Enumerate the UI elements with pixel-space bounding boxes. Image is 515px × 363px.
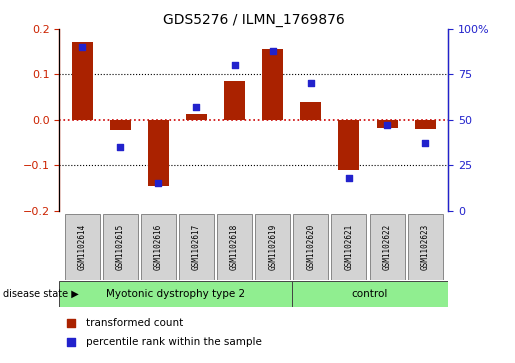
FancyBboxPatch shape [370,214,405,280]
Point [345,175,353,181]
Text: transformed count: transformed count [87,318,184,327]
FancyBboxPatch shape [217,214,252,280]
Bar [72,42,93,120]
Bar [300,102,321,120]
Text: GSM1102619: GSM1102619 [268,224,277,270]
Point [421,140,430,146]
Bar [376,120,398,128]
FancyBboxPatch shape [64,214,99,280]
FancyBboxPatch shape [408,214,443,280]
Text: GSM1102617: GSM1102617 [192,224,201,270]
Point [307,81,315,86]
Text: GSM1102618: GSM1102618 [230,224,239,270]
Bar [262,49,283,120]
Text: GSM1102615: GSM1102615 [116,224,125,270]
FancyBboxPatch shape [255,214,290,280]
Point [116,144,124,150]
Bar [338,120,359,170]
Bar [415,120,436,129]
Text: GSM1102623: GSM1102623 [421,224,430,270]
Text: GSM1102620: GSM1102620 [306,224,315,270]
Bar [186,114,207,120]
Text: GSM1102614: GSM1102614 [78,224,87,270]
Point [269,48,277,54]
FancyBboxPatch shape [141,214,176,280]
Point [154,180,162,186]
Title: GDS5276 / ILMN_1769876: GDS5276 / ILMN_1769876 [163,13,345,26]
Text: percentile rank within the sample: percentile rank within the sample [87,337,262,347]
Bar [224,81,245,120]
FancyBboxPatch shape [293,214,329,280]
FancyBboxPatch shape [102,214,138,280]
FancyBboxPatch shape [59,281,292,307]
Point [230,62,238,68]
Text: GSM1102621: GSM1102621 [345,224,353,270]
FancyBboxPatch shape [292,281,448,307]
Text: control: control [352,289,388,299]
FancyBboxPatch shape [179,214,214,280]
Point [383,122,391,128]
Point [67,339,75,344]
FancyBboxPatch shape [332,214,367,280]
Text: GSM1102622: GSM1102622 [383,224,391,270]
Text: disease state ▶: disease state ▶ [3,289,78,299]
Bar [110,120,131,130]
Bar [148,120,169,185]
Point [78,44,86,50]
Text: GSM1102616: GSM1102616 [154,224,163,270]
Text: Myotonic dystrophy type 2: Myotonic dystrophy type 2 [106,289,245,299]
Point [192,104,200,110]
Point [67,320,75,326]
